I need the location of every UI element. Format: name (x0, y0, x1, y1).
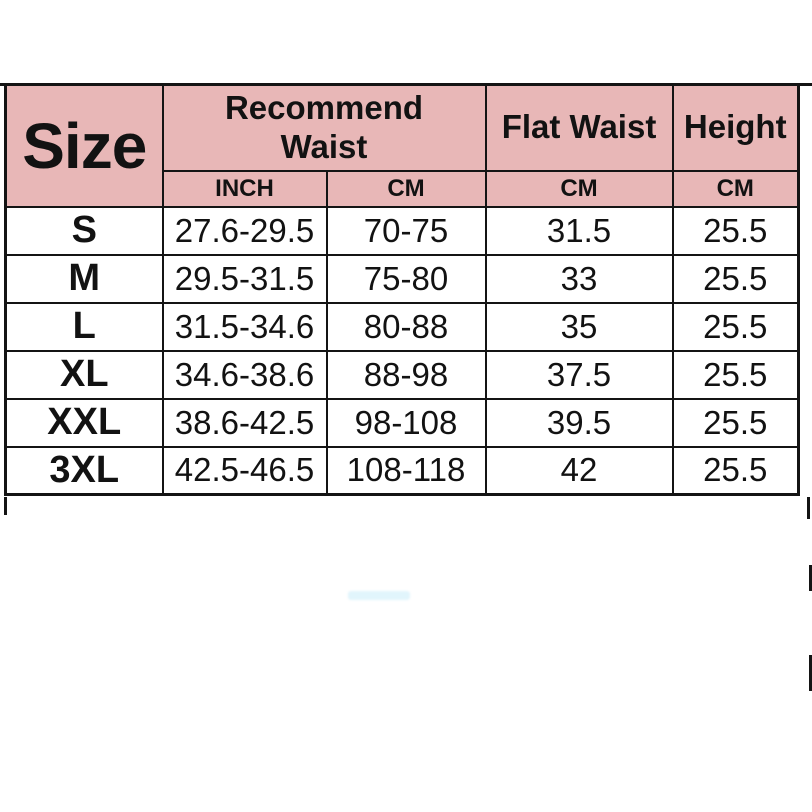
flat-waist-value: 39.5 (484, 397, 674, 448)
waist-cm-value: 98-108 (325, 397, 487, 448)
height-value: 25.5 (671, 301, 800, 352)
flat-waist-value: 33 (484, 253, 674, 304)
height-value: 25.5 (671, 253, 800, 304)
height-value: 25.5 (671, 445, 800, 496)
table-row-3xl: 3XL 42.5-46.5 108-118 42 25.5 (4, 445, 800, 496)
size-chart-table: Size Recommend Waist Flat Waist Height I… (4, 83, 800, 496)
table-row-l: L 31.5-34.6 80-88 35 25.5 (4, 301, 800, 352)
recommend-waist-header: Recommend Waist (161, 83, 487, 172)
waist-inch-value: 38.6-42.5 (161, 397, 328, 448)
right-border-stub-3 (809, 655, 812, 691)
waist-cm-value: 75-80 (325, 253, 487, 304)
right-border-stub-2 (809, 565, 812, 591)
waist-cm-value: 70-75 (325, 205, 487, 256)
table-row-s: S 27.6-29.5 70-75 31.5 25.5 (4, 205, 800, 256)
waist-inch-value: 42.5-46.5 (161, 445, 328, 496)
flat-waist-value: 37.5 (484, 349, 674, 400)
waist-cm-value: 108-118 (325, 445, 487, 496)
waist-cm-value: 80-88 (325, 301, 487, 352)
table-row-xxl: XXL 38.6-42.5 98-108 39.5 25.5 (4, 397, 800, 448)
waist-inch-value: 27.6-29.5 (161, 205, 328, 256)
unit-inch: INCH (161, 169, 328, 208)
left-border-stub (4, 497, 7, 515)
unit-row: INCH CM CM CM (6, 169, 800, 208)
height-value: 25.5 (671, 397, 800, 448)
height-header: Height (671, 83, 800, 172)
size-label: 3XL (4, 445, 164, 496)
unit-cm-height: CM (671, 169, 800, 208)
waist-inch-value: 29.5-31.5 (161, 253, 328, 304)
size-label: L (4, 301, 164, 352)
size-label: XL (4, 349, 164, 400)
waist-inch-value: 31.5-34.6 (161, 301, 328, 352)
table-row-m: M 29.5-31.5 75-80 33 25.5 (4, 253, 800, 304)
header-row: Size Recommend Waist Flat Waist Height (4, 83, 800, 208)
table-row-xl: XL 34.6-38.6 88-98 37.5 25.5 (4, 349, 800, 400)
flat-waist-value: 31.5 (484, 205, 674, 256)
size-label: M (4, 253, 164, 304)
right-border-stub-1 (807, 497, 810, 519)
flat-waist-value: 35 (484, 301, 674, 352)
unit-cm-recommend: CM (325, 169, 487, 208)
size-label: S (4, 205, 164, 256)
unit-cm-flat: CM (484, 169, 674, 208)
faint-watermark (348, 591, 410, 600)
height-value: 25.5 (671, 205, 800, 256)
flat-waist-value: 42 (484, 445, 674, 496)
waist-inch-value: 34.6-38.6 (161, 349, 328, 400)
flat-waist-header: Flat Waist (484, 83, 674, 172)
size-label: XXL (4, 397, 164, 448)
size-column-header: Size (4, 83, 164, 208)
height-value: 25.5 (671, 349, 800, 400)
recommend-waist-header-label: Recommend Waist (224, 88, 424, 165)
waist-cm-value: 88-98 (325, 349, 487, 400)
